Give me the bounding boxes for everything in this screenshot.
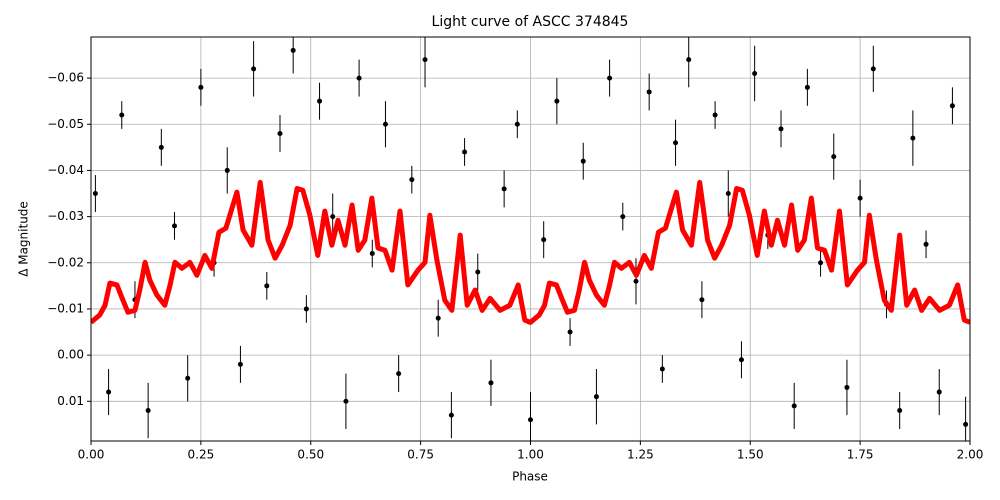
x-axis-label: Phase — [512, 470, 548, 484]
data-point — [382, 121, 388, 127]
data-point — [580, 158, 586, 164]
x-tick-label: 0.25 — [188, 448, 215, 462]
data-point — [290, 47, 296, 53]
y-tick-label: 0.01 — [57, 394, 84, 408]
x-tick-label: 2.00 — [957, 448, 984, 462]
data-point — [963, 421, 969, 427]
data-point — [396, 371, 402, 377]
y-tick-label: −0.04 — [47, 163, 84, 177]
data-point — [633, 278, 639, 284]
data-point — [158, 144, 164, 150]
y-tick-label: −0.06 — [47, 71, 84, 85]
chart-title: Light curve of ASCC 374845 — [432, 14, 629, 30]
data-point — [185, 375, 191, 381]
x-tick-label: 1.00 — [517, 448, 544, 462]
y-tick-label: −0.05 — [47, 117, 84, 131]
data-point — [659, 366, 665, 372]
x-tick-label: 1.25 — [627, 448, 654, 462]
data-point — [343, 398, 349, 404]
data-point — [369, 251, 375, 257]
data-point — [910, 135, 916, 141]
data-point — [277, 130, 283, 136]
x-tick-label: 1.50 — [737, 448, 764, 462]
data-point — [738, 357, 744, 363]
data-point — [330, 214, 336, 220]
data-point — [303, 306, 309, 312]
data-point — [224, 167, 230, 173]
data-point — [870, 66, 876, 72]
data-point — [949, 103, 955, 109]
data-point — [514, 121, 520, 127]
data-point — [712, 112, 718, 118]
data-point — [620, 214, 626, 220]
data-point — [172, 223, 178, 229]
y-tick-label: −0.01 — [47, 301, 84, 315]
data-point — [791, 403, 797, 409]
data-point — [897, 408, 903, 414]
data-point — [936, 389, 942, 395]
data-point — [844, 384, 850, 390]
data-point — [409, 177, 415, 183]
data-point — [686, 57, 692, 63]
data-point — [251, 66, 257, 72]
data-point — [923, 241, 929, 247]
grid — [90, 37, 971, 441]
y-tick-label: −0.02 — [47, 255, 84, 269]
data-point — [804, 84, 810, 90]
x-tick-label: 0.50 — [297, 448, 324, 462]
plot-area — [91, 37, 970, 441]
y-axis-label: Δ Magnitude — [17, 201, 31, 277]
data-point — [857, 195, 863, 201]
data-point — [264, 283, 270, 289]
data-point — [752, 70, 758, 76]
data-point — [778, 126, 784, 132]
x-tick-label: 0.75 — [407, 448, 434, 462]
data-point — [317, 98, 323, 104]
data-point — [541, 237, 547, 243]
data-point — [435, 315, 441, 321]
data-point — [554, 98, 560, 104]
data-point — [673, 140, 679, 146]
data-point — [593, 394, 599, 400]
data-point — [567, 329, 573, 335]
x-tick-label: 0.00 — [78, 448, 105, 462]
ticks: 0.00 0.25 0.50 0.75 1.00 1.25 1.50 1.75 2.00 0.01… — [47, 71, 983, 462]
x-tick-label: 1.75 — [847, 448, 874, 462]
data-point — [501, 186, 507, 192]
data-point — [198, 84, 204, 90]
data-point — [237, 361, 243, 367]
data-point — [422, 57, 428, 63]
data-point — [528, 417, 533, 423]
y-tick-label: 0.00 — [57, 348, 84, 362]
data-point — [699, 297, 705, 303]
data-point — [646, 89, 652, 95]
data-point — [106, 389, 112, 395]
data-point — [831, 154, 837, 160]
data-point — [119, 112, 125, 118]
model-curve — [91, 179, 970, 325]
data-point — [818, 260, 824, 266]
y-tick-label: −0.03 — [47, 209, 84, 223]
data-point — [475, 269, 481, 275]
data-point — [488, 380, 494, 386]
data-point — [92, 191, 98, 197]
data-point — [607, 75, 613, 81]
data-point — [145, 408, 151, 414]
data-point — [725, 191, 731, 197]
data-point — [356, 75, 362, 81]
data-point — [462, 149, 468, 155]
data-point — [448, 412, 454, 418]
